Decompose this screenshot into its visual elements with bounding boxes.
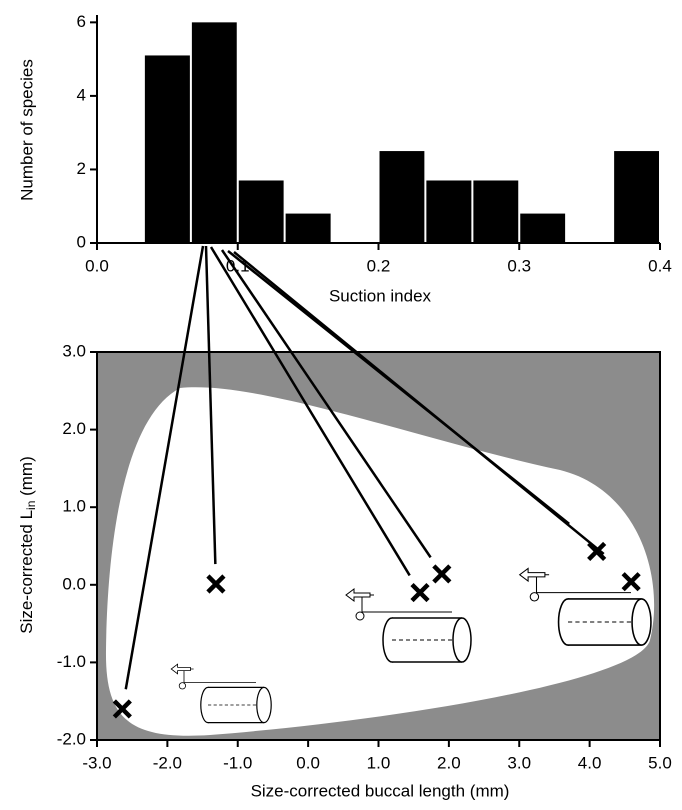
y-axis-title-subscript: in	[24, 501, 38, 510]
x-tick-label: 5.0	[648, 753, 672, 772]
x-tick-label: 2.0	[437, 753, 461, 772]
histogram-bar	[145, 55, 190, 243]
histogram-bar	[614, 151, 659, 243]
figure: Suction index Number of species Size-cor…	[0, 0, 682, 805]
y-tick-label: 6	[77, 12, 86, 31]
x-tick-label: 3.0	[507, 753, 531, 772]
histogram-bar	[192, 22, 237, 243]
x-tick-label: 0.2	[367, 256, 391, 275]
y-tick-label: 1.0	[62, 497, 86, 516]
y-axis-title: Number of species	[17, 59, 36, 201]
histogram-bar	[239, 180, 284, 243]
y-tick-label: 2.0	[62, 419, 86, 438]
x-axis-title: Size-corrected buccal length (mm)	[251, 781, 510, 800]
histogram-bar	[473, 180, 518, 243]
y-tick-label: 2	[77, 159, 86, 178]
x-tick-label: -3.0	[82, 753, 111, 772]
y-axis-title: Size-corrected L	[17, 510, 36, 634]
x-tick-label: -2.0	[153, 753, 182, 772]
y-tick-label: 3.0	[62, 341, 86, 360]
x-tick-label: 1.0	[367, 753, 391, 772]
x-tick-label: -1.0	[223, 753, 252, 772]
y-axis-title: Size-corrected Lin (mm)	[17, 456, 38, 634]
page: {"chart_data": [ {"type": "histogram", "…	[0, 0, 682, 810]
y-tick-label: -2.0	[57, 729, 86, 748]
y-tick-label: -1.0	[57, 652, 86, 671]
y-tick-label: 4	[77, 85, 86, 104]
histogram-bar	[426, 180, 471, 243]
x-axis-title: Suction index	[329, 286, 432, 305]
x-tick-label: 0.0	[85, 256, 109, 275]
y-axis-title-unit: (mm)	[17, 456, 36, 500]
x-tick-label: 0.4	[648, 256, 672, 275]
x-tick-label: 4.0	[578, 753, 602, 772]
y-tick-label: 0	[77, 232, 86, 251]
histogram-bar	[380, 151, 425, 243]
histogram-bar	[286, 214, 331, 243]
x-tick-label: 0.3	[507, 256, 531, 275]
y-tick-label: 0.0	[62, 574, 86, 593]
x-tick-label: 0.0	[296, 753, 320, 772]
histogram-bar	[520, 214, 565, 243]
